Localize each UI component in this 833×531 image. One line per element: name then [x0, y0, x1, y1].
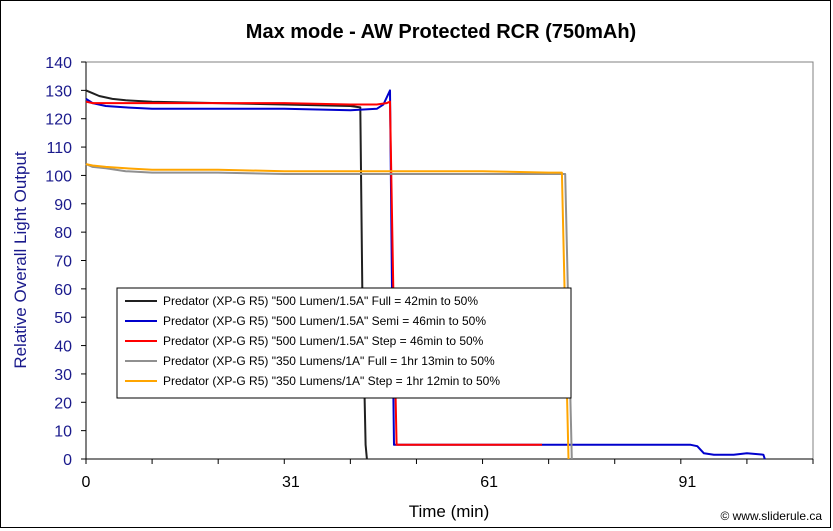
credit-text: © www.sliderule.ca	[720, 509, 822, 523]
y-tick-label: 10	[54, 424, 72, 441]
series-line-5	[85, 163, 570, 460]
series-layer	[85, 89, 766, 460]
y-tick-label: 60	[54, 282, 72, 299]
legend: Predator (XP-G R5) "500 Lumen/1.5A" Full…	[116, 287, 572, 399]
legend-entry: Predator (XP-G R5) "350 Lumens/1A" Full …	[163, 354, 495, 368]
x-tick-label: 31	[282, 474, 300, 491]
y-tick-label: 80	[54, 225, 72, 242]
y-tick-label: 20	[54, 395, 72, 412]
y-tick-label: 50	[54, 310, 72, 327]
y-tick-label: 0	[63, 452, 72, 469]
y-tick-label: 30	[54, 367, 72, 384]
legend-entry: Predator (XP-G R5) "350 Lumens/1A" Step …	[163, 374, 500, 388]
y-tick-label: 110	[46, 140, 72, 157]
y-axis: 0 10 20 30 40 50 60 70 80 90 100 110 120 130 140	[45, 55, 87, 469]
chart-title: Max mode - AW Protected RCR (750mAh)	[246, 21, 636, 43]
x-tick-label: 91	[679, 474, 697, 491]
legend-entry: Predator (XP-G R5) "500 Lumen/1.5A" Full…	[163, 294, 478, 308]
series-line-3	[85, 100, 542, 446]
y-tick-label: 120	[45, 112, 72, 129]
legend-entry: Predator (XP-G R5) "500 Lumen/1.5A" Step…	[163, 334, 484, 348]
plot-area	[85, 61, 814, 460]
y-tick-label: 40	[54, 339, 72, 356]
y-tick-label: 140	[45, 55, 72, 72]
x-tick-label: 61	[480, 474, 498, 491]
y-tick-label: 100	[45, 168, 72, 185]
y-tick-label: 130	[45, 83, 72, 100]
x-axis-label: Time (min)	[409, 502, 490, 521]
y-tick-label: 70	[54, 254, 72, 271]
x-axis: 0 31 61 91	[82, 458, 814, 491]
x-tick-label: 0	[82, 474, 91, 491]
legend-entry: Predator (XP-G R5) "500 Lumen/1.5A" Semi…	[163, 314, 486, 328]
y-axis-label: Relative Overall Light Output	[11, 151, 30, 369]
legend-box	[116, 287, 572, 399]
y-tick-label: 90	[54, 197, 72, 214]
